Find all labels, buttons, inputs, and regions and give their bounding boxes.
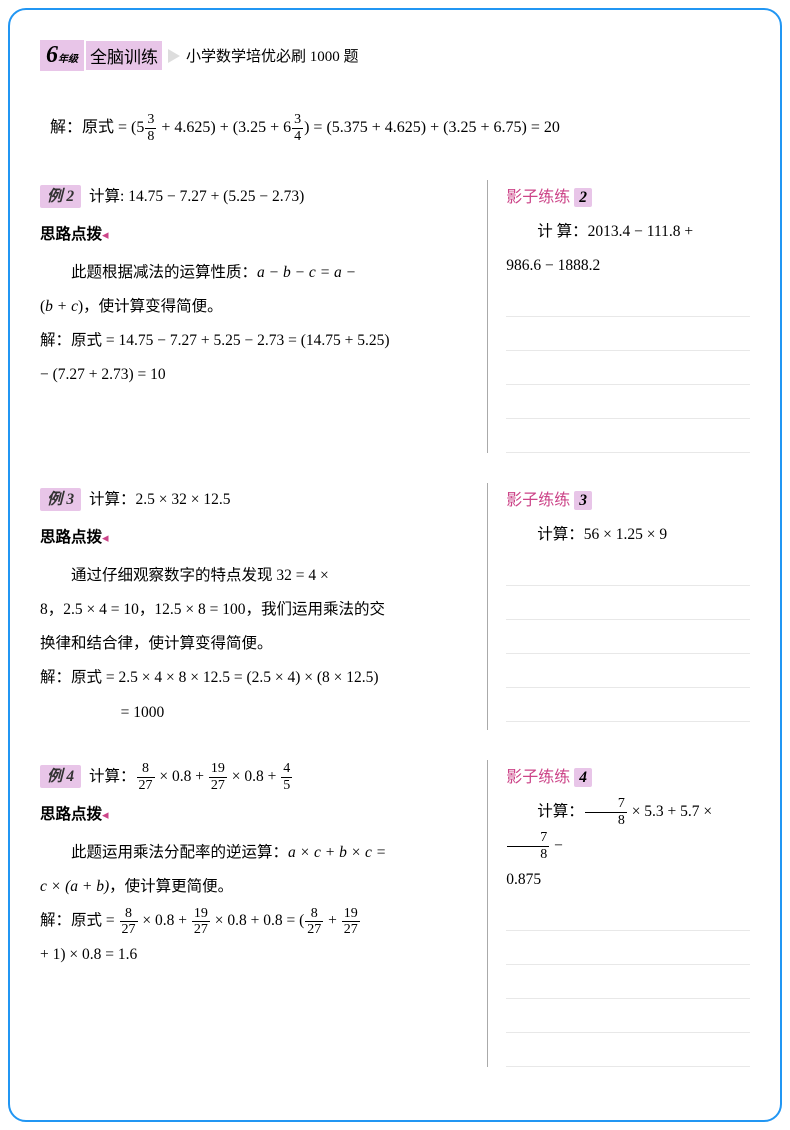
fraction: 827 [120,906,138,938]
page-header: 6年级 全脑训练 小学数学培优必刷 1000 题 [40,40,750,71]
shadow-practice-4: 影子练练 4 计算：78 × 5.3 + 5.7 × 78 − 0.875 [487,760,750,1067]
hint-row: 思路点拨◂ [40,214,477,256]
hint-text: 通过仔细观察数字的特点发现 32 = 4 × [40,559,477,593]
shadow-problem: 986.6 − 1888.2 [506,249,750,283]
example-badge: 例 2 [40,185,81,208]
example-2-title: 例 2 计算: 14.75 − 7.27 + (5.25 − 2.73) [40,180,477,214]
sol-text: 解：原式 = (5 [50,119,144,136]
example-4-section: 例 4 计算：827 × 0.8 + 1927 × 0.8 + 45 思路点拨◂… [40,760,750,1067]
hint-text: 此题运用乘法分配率的逆运算：a × c + b × c = [40,836,477,870]
hint-text: c × (a + b)，使计算更简便。 [40,870,477,904]
fraction: 78 [507,830,549,862]
example-3-section: 例 3 计算：2.5 × 32 × 12.5 思路点拨◂ 通过仔细观察数字的特点… [40,483,750,730]
shadow-title: 影子练练 3 [506,483,750,518]
shadow-problem: 计算：56 × 1.25 × 9 [506,518,750,552]
solution-text: − (7.27 + 2.73) = 10 [40,358,477,392]
shadow-title: 影子练练 4 [506,760,750,795]
grade-text: 年级 [58,54,78,65]
solution-text: 解：原式 = 827 × 0.8 + 1927 × 0.8 + 0.8 = (8… [40,904,477,938]
solution-text: 解：原式 = 14.75 − 7.27 + 5.25 − 2.73 = (14.… [40,324,477,358]
example-2-section: 例 2 计算: 14.75 − 7.27 + (5.25 − 2.73) 思路点… [40,180,750,453]
solution-text: 解：原式 = 2.5 × 4 × 8 × 12.5 = (2.5 × 4) × … [40,661,477,695]
fraction: 45 [281,761,292,793]
fraction: 1927 [192,906,210,938]
solution-text: + 1) × 0.8 = 1.6 [40,938,477,972]
answer-lines [506,897,750,1067]
page-content: 6年级 全脑训练 小学数学培优必刷 1000 题 解：原式 = (538 + 4… [40,40,750,1090]
shadow-practice-2: 影子练练 2 计 算：2013.4 − 111.8 + 986.6 − 1888… [487,180,750,453]
answer-lines [506,552,750,722]
example-badge: 例 4 [40,765,81,788]
hint-text: 此题根据减法的运算性质：a − b − c = a − [40,256,477,290]
hint-text: 8，2.5 × 4 = 10，12.5 × 8 = 100，我们运用乘法的交 [40,593,477,627]
example-2-left: 例 2 计算: 14.75 − 7.27 + (5.25 − 2.73) 思路点… [40,180,487,453]
sol-text: + 4.625) + (3.25 + 6 [157,119,291,136]
problem-text: 计算: 14.75 − 7.27 + (5.25 − 2.73) [89,188,304,205]
top-solution: 解：原式 = (538 + 4.625) + (3.25 + 634) = (5… [40,111,750,145]
fraction: 78 [585,796,627,828]
grade-number: 6 [46,42,58,68]
fraction: 1927 [342,906,360,938]
hint-row: 思路点拨◂ [40,794,477,836]
example-4-title: 例 4 计算：827 × 0.8 + 1927 × 0.8 + 45 [40,760,477,794]
hint-label: 思路点拨 [40,521,102,555]
hint-arrow-icon: ◂ [102,227,109,242]
hint-label: 思路点拨 [40,218,102,252]
fraction: 1927 [209,761,227,793]
shadow-practice-3: 影子练练 3 计算：56 × 1.25 × 9 [487,483,750,730]
example-4-left: 例 4 计算：827 × 0.8 + 1927 × 0.8 + 45 思路点拨◂… [40,760,487,1067]
hint-text: 换律和结合律，使计算变得简便。 [40,627,477,661]
fraction: 34 [292,112,303,144]
fraction: 827 [137,761,155,793]
example-badge: 例 3 [40,488,81,511]
fraction: 38 [145,112,156,144]
sol-text: ) = (5.375 + 4.625) + (3.25 + 6.75) = 20 [304,119,560,136]
book-subtitle: 小学数学培优必刷 1000 题 [186,45,359,66]
brain-train-label: 全脑训练 [86,41,162,70]
answer-lines [506,283,750,453]
hint-label: 思路点拨 [40,798,102,832]
hint-text: (b + c)，使计算变得简便。 [40,290,477,324]
hint-row: 思路点拨◂ [40,517,477,559]
shadow-problem: 计算：78 × 5.3 + 5.7 × 78 − [506,795,750,863]
example-3-left: 例 3 计算：2.5 × 32 × 12.5 思路点拨◂ 通过仔细观察数字的特点… [40,483,487,730]
problem-text: 计算：2.5 × 32 × 12.5 [89,491,230,508]
hint-arrow-icon: ◂ [102,530,109,545]
shadow-title: 影子练练 2 [506,180,750,215]
example-3-title: 例 3 计算：2.5 × 32 × 12.5 [40,483,477,517]
chevron-icon [168,49,180,63]
shadow-problem: 0.875 [506,863,750,897]
grade-badge: 6年级 [40,40,84,71]
fraction: 827 [305,906,323,938]
solution-text: = 1000 [40,696,477,730]
shadow-problem: 计 算：2013.4 − 111.8 + [506,215,750,249]
hint-arrow-icon: ◂ [102,807,109,822]
